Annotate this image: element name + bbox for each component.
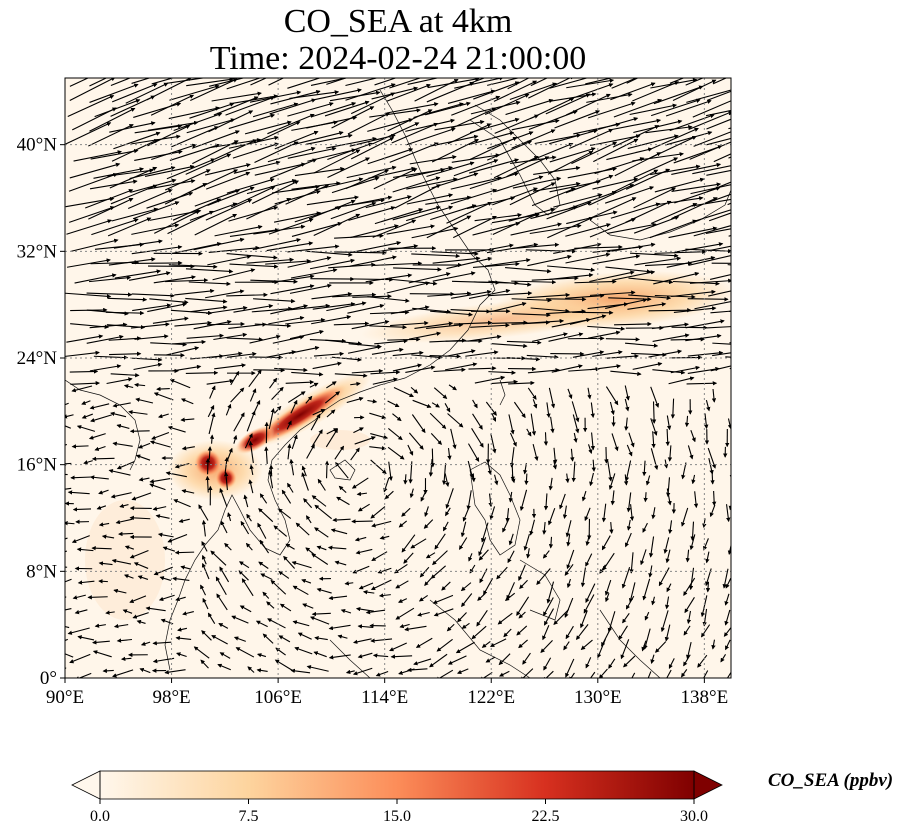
lon-tick-label: 98°E [152,687,190,708]
concentration-field [85,270,731,620]
colorbar-tick-label: 15.0 [383,808,411,825]
colorbar-tick-label: 7.5 [239,808,259,825]
lat-ticks: 0° 8°N 16°N 24°N 32°N 40°N [17,135,65,689]
colorbar-gradient [100,771,694,799]
colorbar-min-extend [71,770,101,800]
lon-tick-label: 90°E [46,687,84,708]
map-time: Time: 2024-02-24 21:00:00 [209,40,587,77]
map-frame [64,77,732,679]
lon-tick-label: 114°E [361,687,408,708]
lat-tick-label: 16°N [17,455,58,476]
lat-tick-label: 8°N [26,561,57,582]
coastlines [65,89,731,678]
colorbar-tick-label: 0.0 [90,808,110,825]
wind-vectors [65,78,731,678]
lon-tick-label: 122°E [467,687,515,708]
map-title: CO_SEA at 4km [283,3,513,40]
colorbar: 0.0 7.5 15.0 22.5 30.0 [71,770,723,825]
lon-ticks: 90°E 98°E 106°E 114°E 122°E 130°E 138°E [46,678,728,708]
colorbar-label: CO_SEA (ppbv) [768,770,894,791]
lon-tick-label: 106°E [254,687,302,708]
lon-tick-label: 130°E [574,687,622,708]
colorbar-tick-label: 30.0 [680,808,708,825]
lat-tick-label: 0° [40,668,57,689]
lat-tick-label: 32°N [17,241,58,262]
lat-tick-label: 24°N [17,348,58,369]
colorbar-max-extend [693,770,723,800]
colorbar-tick-label: 22.5 [532,808,560,825]
lat-tick-label: 40°N [17,135,58,156]
lon-tick-label: 138°E [681,687,729,708]
gridlines [65,78,731,678]
